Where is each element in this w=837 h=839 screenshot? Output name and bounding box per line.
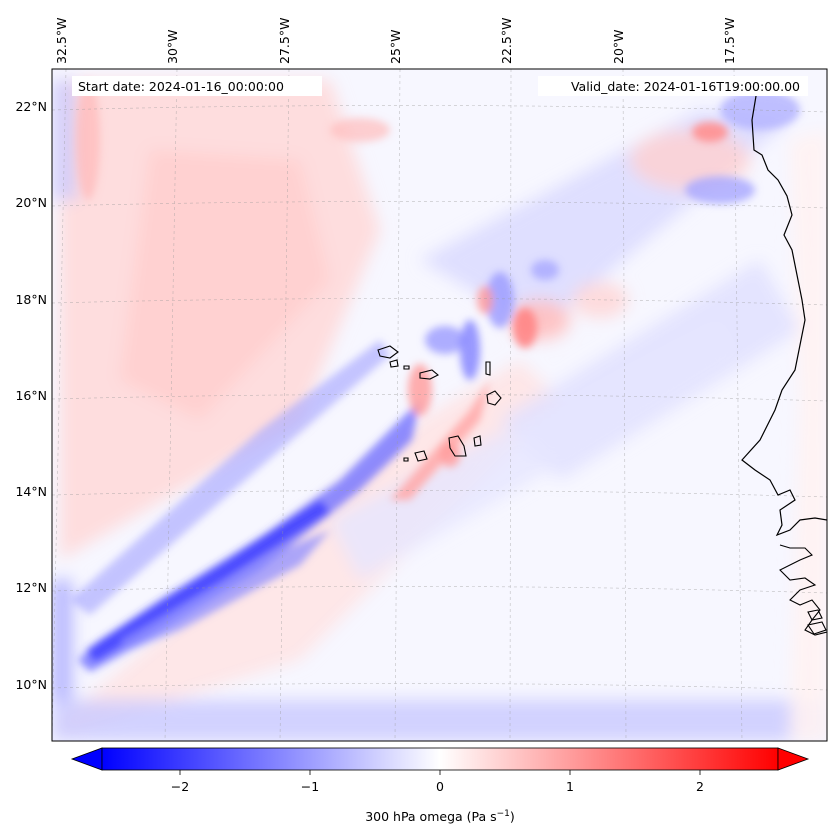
lon-tick-label: 17.5°W — [722, 18, 737, 64]
guinea-coast-islands — [807, 609, 827, 635]
lon-tick-label: 32.5°W — [54, 18, 69, 64]
colorbar-tick-labels: −2 −1 0 1 2 — [171, 779, 704, 794]
latitude-tick-labels: 22°N 20°N 18°N 16°N 14°N 12°N 10°N — [15, 99, 47, 692]
valid-date-annotation: Valid_date: 2024-01-16T19:00:00.00 — [538, 76, 808, 96]
lat-tick-label: 10°N — [15, 677, 47, 692]
colorbar-title: 300 hPa omega (Pa s−1) — [365, 809, 515, 824]
omega-field — [52, 69, 827, 741]
start-date-annotation: Start date: 2024-01-16_00:00:00 — [72, 76, 322, 96]
lat-tick-label: 16°N — [15, 388, 47, 403]
colorbar-tick-label: −2 — [171, 779, 189, 794]
graticule — [52, 69, 827, 741]
lat-tick-label: 12°N — [15, 580, 47, 595]
lon-tick-label: 25°W — [388, 29, 403, 64]
start-date-label: Start date: 2024-01-16_00:00:00 — [78, 79, 284, 94]
colorbar-extend-left — [70, 747, 103, 771]
lon-tick-label: 30°W — [165, 29, 180, 64]
colorbar-title-sup: −1 — [497, 809, 510, 819]
longitude-tick-labels: 32.5°W 30°W 27.5°W 25°W 22.5°W 20°W 17.5… — [54, 18, 737, 64]
map-frame — [51, 68, 828, 742]
lon-tick-label: 27.5°W — [277, 18, 292, 64]
africa-coastline — [741, 89, 827, 537]
colorbar-tick-label: 2 — [696, 779, 704, 794]
colorbar-tick-label: 1 — [566, 779, 574, 794]
colorbar-title-close: ) — [510, 809, 515, 824]
colorbar-extend-right — [777, 747, 810, 771]
colorbar-bar — [101, 747, 779, 771]
lon-tick-label: 22.5°W — [499, 18, 514, 64]
lat-tick-label: 14°N — [15, 484, 47, 499]
colorbar-tick-label: −1 — [301, 779, 319, 794]
cape-verde-islands — [377, 345, 502, 462]
lat-tick-label: 18°N — [15, 292, 47, 307]
lon-tick-label: 20°W — [611, 29, 626, 64]
colorbar: −2 −1 0 1 2 300 hPa omega (Pa s−1) — [70, 747, 810, 824]
valid-date-label: Valid_date: 2024-01-16T19:00:00.00 — [571, 79, 800, 94]
colorbar-title-text: 300 hPa omega (Pa s — [365, 809, 496, 824]
lat-tick-label: 20°N — [15, 195, 47, 210]
colorbar-tick-marks — [179, 770, 701, 775]
lat-tick-label: 22°N — [15, 99, 47, 114]
colorbar-tick-label: 0 — [436, 779, 444, 794]
